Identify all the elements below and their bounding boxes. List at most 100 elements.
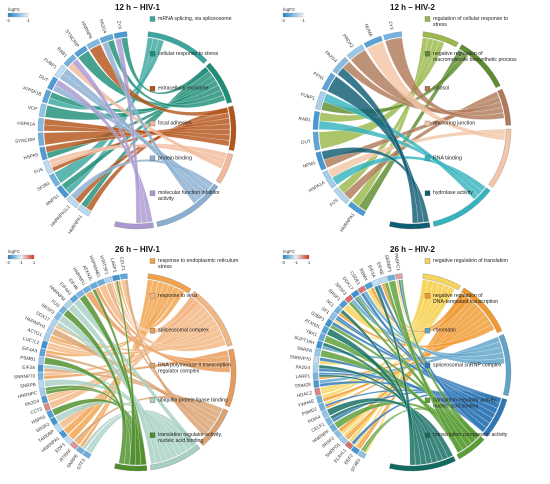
gene-segment [56,185,70,199]
term-segment [497,88,512,126]
panel-title: 26 h – HIV-2 [390,245,435,254]
gene-segment [314,348,321,357]
gene-segment [338,435,348,445]
gene-segment [58,429,68,439]
gene-label: YBX1 [305,328,318,337]
gene-label: EIF3A [367,264,377,279]
term-segment [389,456,456,472]
gene-segment [333,305,343,315]
gene-label: YWHAE [297,398,315,408]
chord-ribbon [322,342,433,465]
gene-segment [37,117,44,132]
term-swatch [424,258,431,264]
gene-segment [338,299,348,309]
chord-panel-0: 12 h – HIV-1 logFC -3 -1 HNRNPA1 HNRNPA1L2 RN… [0,0,275,242]
legend-tick: -3 [281,260,285,265]
chord-ribbon [117,280,185,330]
gene-segment [333,187,350,205]
gene-segment [332,56,349,74]
gene-segment [40,395,49,404]
chord-ribbon [124,279,209,437]
ribbons [43,37,231,224]
legend-colorbar [7,12,29,18]
term-swatch [149,432,156,438]
chord-ribbon [337,67,419,224]
term-segment [199,408,229,446]
gene-segment [321,72,336,92]
chord-diagram: logFC-3 -1 1GTF3SNRPERTRAFEDF1HNRNPA1TARDB… [6,249,238,472]
gene-segment [41,89,52,104]
gene-segment [346,44,365,60]
term-label: mRNA splicing, via spliceosome [158,16,232,22]
term-label: spliceosomal complex [158,328,209,334]
gene-segment [49,318,59,328]
term-label: transcription corepressor activity [433,432,508,438]
chord-ribbon [110,282,227,352]
gene-segment [364,281,374,290]
gene-segment [318,402,326,412]
chord-ribbon [73,299,197,448]
chord-ribbon [56,321,168,462]
term-segment [498,334,512,397]
term-label: anchoring junction [433,121,475,127]
legend-colorbar [7,254,35,260]
gene-label: SF3B1 [36,180,51,192]
chord-ribbon [78,50,224,107]
gene-segment [344,294,354,304]
chord-ribbon [318,39,440,150]
term-swatch [149,293,156,299]
chord-ribbon [121,37,210,95]
gene-segment [99,33,114,44]
gene-segment [324,318,334,328]
gene-segment [47,76,59,91]
gene-label: RNPS1 [45,193,60,207]
gene-label: RAB1 [298,116,311,122]
gene-segment [113,31,128,39]
gene-segment [357,450,367,459]
term-label: RNA polymerase II transcription regulator… [158,363,231,375]
term-segment [191,291,233,347]
gene-segment [46,409,55,419]
gene-segment [38,103,47,118]
gene-segment [314,387,321,396]
gene-label: PRDX2 [342,33,355,49]
term-label: negative regulation of translation [433,258,508,264]
legend-colorbar [282,254,310,260]
gene-label: PA2G4 [25,398,41,407]
gene-label: SF3B3 [350,457,362,472]
chord-ribbon [62,68,203,201]
term-label: extracellular exosome [158,86,209,92]
gene-label: EIF4B [68,277,80,290]
legend-title: logFC [8,7,21,12]
gene-label: EIF4A3 [22,345,38,353]
gene-label: HNRNPA1L2 [49,204,71,228]
chord-panel-3: 26 h – HIV-2 logFC -3 -1 1 SF3B3 EEF2 ELAVL1 SN… [275,242,550,484]
gene-label: LUC7L2 [22,336,40,346]
term-segment [422,31,459,48]
term-swatch [424,120,431,127]
chord-ribbon [85,290,230,363]
gene-segment [312,110,320,130]
chord-ribbon [72,58,148,224]
term-swatch [149,190,156,196]
term-segment [432,187,491,227]
gene-label: CELF1 [119,256,126,271]
gene-segment [63,54,77,68]
term-label: cellular response to stress [158,51,219,57]
gene-label: HNRNPA1 [339,212,356,233]
gene-label: FUBP1 [300,92,316,101]
gene-segment [347,201,366,217]
gene-label: SNRPA [296,345,313,353]
gene-label: NPM1 [302,160,316,169]
legend-tick: 1 [308,260,311,265]
gene-label: PSMB1 [20,355,37,362]
chord-ribbon [68,304,157,465]
gene-segment [37,372,44,380]
gene-label: PDIA4 [307,414,322,424]
term-swatch [424,16,431,22]
gene-segment [371,278,381,287]
gene-label: HSPA1A [17,121,36,127]
gene-label: PA2G4 [98,19,107,35]
gene-segment [321,325,330,335]
